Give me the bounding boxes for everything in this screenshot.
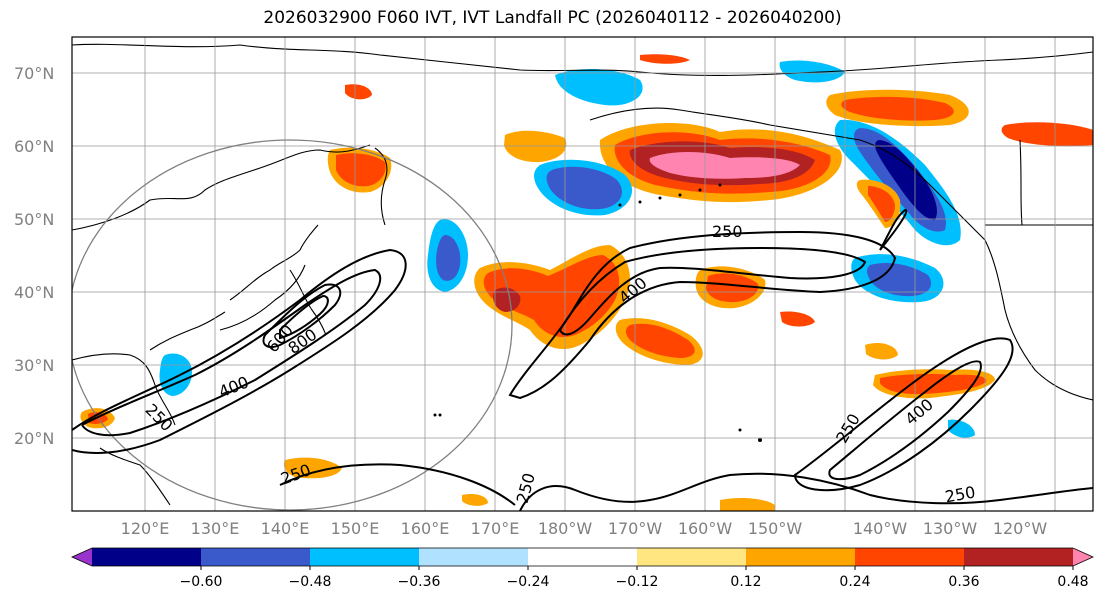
- lat-label: 60°N: [14, 137, 54, 156]
- lon-label: 160°W: [678, 519, 733, 538]
- colorbar-segment: [419, 548, 529, 566]
- lon-label: 170°W: [608, 519, 663, 538]
- landfall-region-circle: [72, 139, 513, 511]
- lon-label: 140°W: [853, 519, 908, 538]
- colorbar-tick-label: −0.48: [289, 574, 332, 590]
- colorbar-segment: [528, 548, 638, 566]
- colorbar-tick-label: 0.36: [948, 574, 979, 590]
- colorbar-segment: [92, 548, 202, 566]
- lon-label: 160°E: [401, 519, 450, 538]
- colorbar-segment: [964, 548, 1074, 566]
- colorbar-segment: [637, 548, 747, 566]
- colorbar-tick-label: −0.60: [180, 574, 223, 590]
- coastlines: [72, 43, 1093, 506]
- lat-label: 50°N: [14, 210, 54, 229]
- map-title: 2026032900 F060 IVT, IVT Landfall PC (20…: [263, 8, 842, 28]
- lon-label: 140°E: [261, 519, 310, 538]
- lon-label: 150°E: [331, 519, 380, 538]
- colorbar-segment: [310, 548, 420, 566]
- longitude-labels: 120°E 130°E 140°E 150°E 160°E 170°E 180°…: [121, 519, 1048, 538]
- lat-label: 30°N: [14, 356, 54, 375]
- colorbar-extend-low: [72, 548, 92, 566]
- colorbar-tick-label: 0.24: [839, 574, 870, 590]
- colorbar-tick-label: 0.48: [1057, 574, 1088, 590]
- lon-label: 130°W: [923, 519, 978, 538]
- lat-lon-grid: [72, 37, 1093, 511]
- lat-label: 40°N: [14, 283, 54, 302]
- colorbar-labels: −0.60 −0.48 −0.36 −0.24 −0.12 0.12 0.24 0.36 0.4…: [180, 566, 1089, 590]
- map-frame: [71, 36, 1094, 512]
- ivt-anomaly-fill: [80, 54, 1093, 511]
- colorbar-tick-label: 0.12: [730, 574, 761, 590]
- contour-label: 250: [712, 222, 743, 241]
- colorbar-extend-high: [1073, 548, 1093, 566]
- latitude-labels: 70°N 60°N 50°N 40°N 30°N 20°N: [14, 64, 54, 448]
- colorbar-tick-label: −0.24: [507, 574, 550, 590]
- colorbar-tick-label: −0.12: [616, 574, 659, 590]
- colorbar-segment: [201, 548, 311, 566]
- lon-label: 150°W: [748, 519, 803, 538]
- colorbar-outline: [71, 547, 1094, 567]
- colorbar-tick-label: −0.36: [398, 574, 441, 590]
- colorbar-segment: [746, 548, 856, 566]
- lat-label: 20°N: [14, 429, 54, 448]
- lon-label: 130°E: [191, 519, 240, 538]
- aleutian-islands: [433, 183, 762, 442]
- lon-label: 120°W: [993, 519, 1048, 538]
- lat-label: 70°N: [14, 64, 54, 83]
- lon-label: 170°E: [471, 519, 520, 538]
- lon-label: 120°E: [121, 519, 170, 538]
- ivt-contours: [72, 208, 1093, 511]
- lon-label: 180°W: [538, 519, 593, 538]
- colorbar: [71, 547, 1094, 567]
- colorbar-segment: [855, 548, 965, 566]
